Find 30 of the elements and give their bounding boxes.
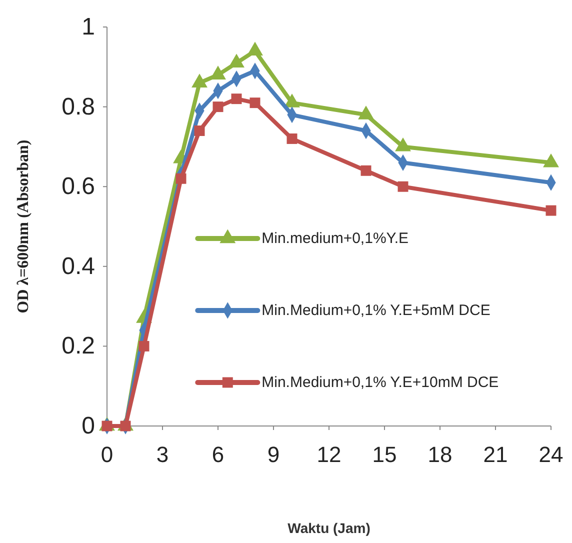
point bbox=[231, 94, 242, 104]
y-tick-label: 0.8 bbox=[62, 93, 95, 120]
x-tick-label: 0 bbox=[100, 442, 114, 467]
legend-label: Min.Medium+0,1% Y.E+10mM DCE bbox=[262, 374, 499, 391]
point bbox=[250, 98, 260, 108]
y-tick-label: 0.4 bbox=[62, 252, 95, 280]
x-tick-label: 24 bbox=[538, 442, 564, 467]
x-tick-label: 9 bbox=[267, 442, 280, 467]
point bbox=[138, 340, 150, 352]
x-tick-label: 15 bbox=[372, 442, 397, 467]
point bbox=[546, 205, 556, 216]
y-tick-label: 0.2 bbox=[62, 332, 95, 360]
point bbox=[176, 173, 186, 184]
point bbox=[360, 165, 372, 176]
point bbox=[286, 133, 298, 144]
legend-label: Min.Medium+0,1% Y.E+5mM DCE bbox=[262, 302, 490, 319]
y-tick-label: 0 bbox=[82, 412, 95, 440]
y-axis-title: OD λ=600nm (Absorban) bbox=[15, 140, 32, 314]
x-tick-label: 21 bbox=[483, 442, 508, 467]
x-axis-title: Waktu (Jam) bbox=[288, 520, 370, 536]
x-tick-label: 3 bbox=[156, 442, 169, 467]
point bbox=[194, 125, 205, 136]
x-tick-label: 18 bbox=[428, 442, 452, 467]
x-tick-label: 12 bbox=[316, 442, 342, 467]
point bbox=[212, 102, 224, 112]
legend-label: Min.medium+0,1%Y.E bbox=[262, 230, 409, 247]
x-tick-label: 6 bbox=[212, 442, 224, 467]
y-tick-label: 1 bbox=[82, 14, 95, 40]
y-tick-label: 0.6 bbox=[62, 173, 95, 200]
point bbox=[398, 181, 408, 192]
